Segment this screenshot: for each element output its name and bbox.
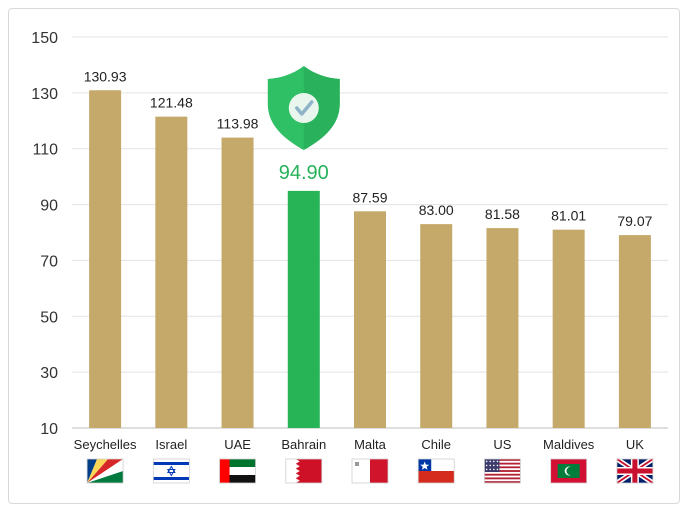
y-tick-label: 70 [40, 253, 58, 270]
bar-us [486, 228, 519, 428]
y-tick-label: 50 [40, 309, 58, 326]
bars [89, 90, 651, 429]
value-label-uk: 79.07 [617, 213, 652, 229]
flag-maldives-icon [550, 458, 588, 484]
bar-uae [221, 137, 254, 429]
flag-bahrain-icon [285, 458, 323, 484]
bar-maldives [552, 229, 585, 428]
category-label-seychelles: Seychelles [74, 437, 137, 452]
category-label-malta: Malta [354, 437, 387, 452]
category-label-bahrain: Bahrain [281, 437, 326, 452]
flag-chile-icon [417, 458, 455, 484]
value-label-maldives: 81.01 [551, 208, 586, 224]
value-label-israel: 121.48 [150, 95, 193, 111]
category-label-chile: Chile [421, 437, 451, 452]
bar-bahrain [287, 190, 320, 428]
bar-uk [618, 235, 651, 428]
flag-malta-icon [351, 458, 389, 484]
value-label-us: 81.58 [485, 206, 520, 222]
y-axis: 10 30 50 70 90 110 130 150 [31, 30, 58, 438]
value-label-chile: 83.00 [419, 202, 454, 218]
bar-seychelles [89, 90, 122, 428]
category-label-israel: Israel [155, 437, 187, 452]
value-label-uae: 113.98 [217, 116, 259, 132]
bar-chile [420, 224, 453, 428]
category-labels: Seychelles Israel UAE Bahrain Malta Chile US Ma… [74, 437, 645, 452]
category-label-uk: UK [626, 437, 644, 452]
flags [86, 456, 655, 486]
y-tick-label: 110 [32, 142, 58, 159]
y-tick-label: 10 [40, 421, 58, 438]
flag-israel-icon [152, 458, 190, 484]
flag-seychelles-icon [86, 458, 124, 484]
flag-us-icon [484, 458, 521, 484]
value-label-malta: 87.59 [352, 189, 387, 205]
value-label-seychelles: 130.93 [84, 68, 127, 84]
category-label-uae: UAE [224, 437, 251, 452]
y-tick-label: 130 [31, 86, 58, 103]
category-label-us: US [493, 437, 511, 452]
category-label-maldives: Maldives [543, 437, 595, 452]
flag-uae-icon [219, 458, 256, 484]
bar-israel [155, 116, 188, 428]
value-label-bahrain: 94.90 [279, 162, 329, 184]
y-tick-label: 30 [40, 365, 58, 382]
flag-uk-icon [615, 456, 655, 486]
shield-check-icon [267, 66, 340, 150]
y-tick-label: 90 [40, 198, 58, 215]
value-labels: 130.93 121.48 113.98 94.90 87.59 83.00 81.58 81… [84, 68, 653, 229]
y-tick-label: 150 [31, 30, 58, 47]
bar-malta [354, 211, 386, 428]
